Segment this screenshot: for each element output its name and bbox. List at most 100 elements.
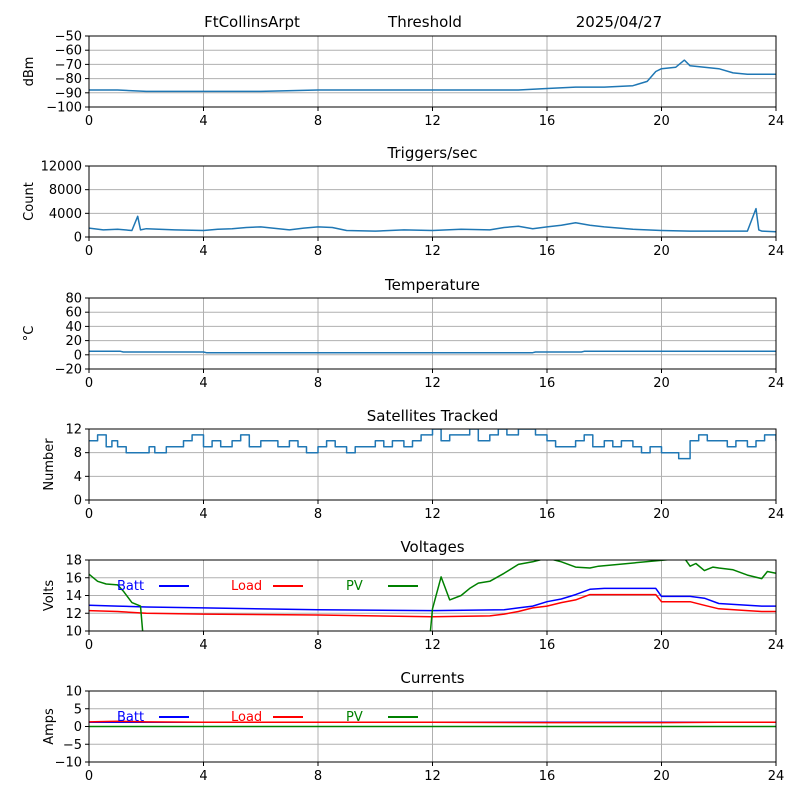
legend-label-load: Load <box>231 579 262 594</box>
y-tick-label: 0 <box>74 494 82 509</box>
y-tick-label: −50 <box>55 30 82 45</box>
x-tick-label: 16 <box>539 114 556 129</box>
x-tick-label: 12 <box>424 114 441 129</box>
y-tick-label: 40 <box>65 320 82 335</box>
y-tick-label: 10 <box>65 685 82 700</box>
y-axis-label: Number <box>42 438 57 491</box>
y-tick-label: −70 <box>55 58 82 73</box>
series-line-threshold <box>89 59 776 93</box>
x-tick-label: 4 <box>199 507 207 522</box>
y-tick-label: 18 <box>65 554 82 569</box>
x-tick-label: 24 <box>768 244 785 259</box>
y-axis-label: dBm <box>22 57 37 87</box>
y-tick-label: 20 <box>65 334 82 349</box>
x-tick-label: 8 <box>314 244 322 259</box>
x-tick-label: 20 <box>653 769 670 784</box>
y-tick-label: 5 <box>74 702 82 717</box>
x-tick-label: 24 <box>768 376 785 391</box>
y-tick-label: 8000 <box>49 183 82 198</box>
x-tick-label: 20 <box>653 638 670 653</box>
series-line-triggers <box>89 207 776 233</box>
header-mode: Threshold <box>387 13 462 31</box>
y-axis-label: Volts <box>42 580 57 612</box>
x-tick-label: 16 <box>539 244 556 259</box>
x-tick-label: 0 <box>85 244 93 259</box>
legend-label-pv: PV <box>346 710 363 725</box>
x-tick-label: 0 <box>85 638 93 653</box>
x-tick-label: 0 <box>85 376 93 391</box>
x-tick-label: 16 <box>539 376 556 391</box>
chart-panel-triggers: 0 4 8 12 16 20 24 0 4000 8000 12000 Triggers/sec Cou… <box>22 144 784 259</box>
x-tick-label: 8 <box>314 638 322 653</box>
legend-label-load: Load <box>231 710 262 725</box>
x-tick-label: 16 <box>539 507 556 522</box>
y-tick-label: 0 <box>74 720 82 735</box>
chart-panel-satellites: 0 4 8 12 16 20 24 0 4 8 12 Satellites Tracked Number <box>42 407 784 522</box>
legend-label-pv: PV <box>346 579 363 594</box>
y-tick-label: −80 <box>55 72 82 87</box>
x-tick-label: 8 <box>314 376 322 391</box>
x-tick-label: 20 <box>653 114 670 129</box>
chart-panel-currents: 0 4 8 12 16 20 24 −10 −5 0 5 10 Currents Amps Batt Load… <box>42 669 784 784</box>
y-tick-label: 0 <box>74 231 82 246</box>
chart-title: Triggers/sec <box>387 144 478 162</box>
x-tick-label: 4 <box>199 114 207 129</box>
x-tick-label: 0 <box>85 769 93 784</box>
header-date: 2025/04/27 <box>576 13 662 31</box>
y-tick-label: −90 <box>55 86 82 101</box>
x-tick-label: 20 <box>653 507 670 522</box>
x-tick-label: 0 <box>85 507 93 522</box>
chart-panel-voltages: 0 4 8 12 16 20 24 10 12 14 16 18 Voltages Volts Batt Lo… <box>42 538 784 653</box>
y-axis-label: Count <box>22 182 37 221</box>
x-tick-label: 20 <box>653 244 670 259</box>
x-tick-label: 16 <box>539 769 556 784</box>
y-tick-label: −10 <box>55 756 82 771</box>
header-station: FtCollinsArpt <box>204 13 300 31</box>
x-tick-label: 4 <box>199 769 207 784</box>
y-tick-label: 80 <box>65 292 82 307</box>
chart-title: Voltages <box>400 538 464 556</box>
y-tick-label: 12 <box>65 423 82 438</box>
x-tick-label: 8 <box>314 114 322 129</box>
y-tick-label: 14 <box>65 589 82 604</box>
x-tick-label: 12 <box>424 638 441 653</box>
x-tick-label: 12 <box>424 507 441 522</box>
x-tick-label: 24 <box>768 769 785 784</box>
y-tick-label: 8 <box>74 446 82 461</box>
y-tick-label: 60 <box>65 306 82 321</box>
legend-label-batt: Batt <box>117 710 144 725</box>
series-line-temperature <box>89 350 776 354</box>
x-tick-label: 12 <box>424 244 441 259</box>
chart-panel-threshold: 0 4 8 12 16 20 24 −100−90−80−70−60−50 dBm <box>22 30 784 130</box>
y-tick-label: 12 <box>65 607 82 622</box>
chart-title: Temperature <box>384 276 480 294</box>
y-tick-label: 10 <box>65 625 82 640</box>
series-line-satellites <box>89 429 776 460</box>
chart-title: Currents <box>400 669 464 687</box>
x-tick-label: 12 <box>424 376 441 391</box>
x-tick-label: 24 <box>768 114 785 129</box>
series-line-batt <box>89 587 776 612</box>
y-tick-label: 4 <box>74 470 82 485</box>
series-line-load <box>89 720 776 724</box>
y-tick-label: −60 <box>55 44 82 59</box>
y-tick-label: −100 <box>46 101 82 116</box>
x-tick-label: 24 <box>768 638 785 653</box>
x-tick-label: 24 <box>768 507 785 522</box>
legend-label-batt: Batt <box>117 579 144 594</box>
chart-title: Satellites Tracked <box>367 407 498 425</box>
y-tick-label: 0 <box>74 348 82 363</box>
series-line-pv <box>89 560 776 631</box>
y-tick-label: −5 <box>63 738 82 753</box>
series-line-load <box>89 593 776 618</box>
y-tick-label: −20 <box>55 363 82 378</box>
y-tick-label: 4000 <box>49 207 82 222</box>
x-tick-label: 16 <box>539 638 556 653</box>
y-tick-label: 12000 <box>41 160 82 175</box>
x-tick-label: 4 <box>199 244 207 259</box>
y-tick-label: 16 <box>65 571 82 586</box>
x-tick-label: 4 <box>199 638 207 653</box>
y-axis-label: °C <box>22 326 37 342</box>
